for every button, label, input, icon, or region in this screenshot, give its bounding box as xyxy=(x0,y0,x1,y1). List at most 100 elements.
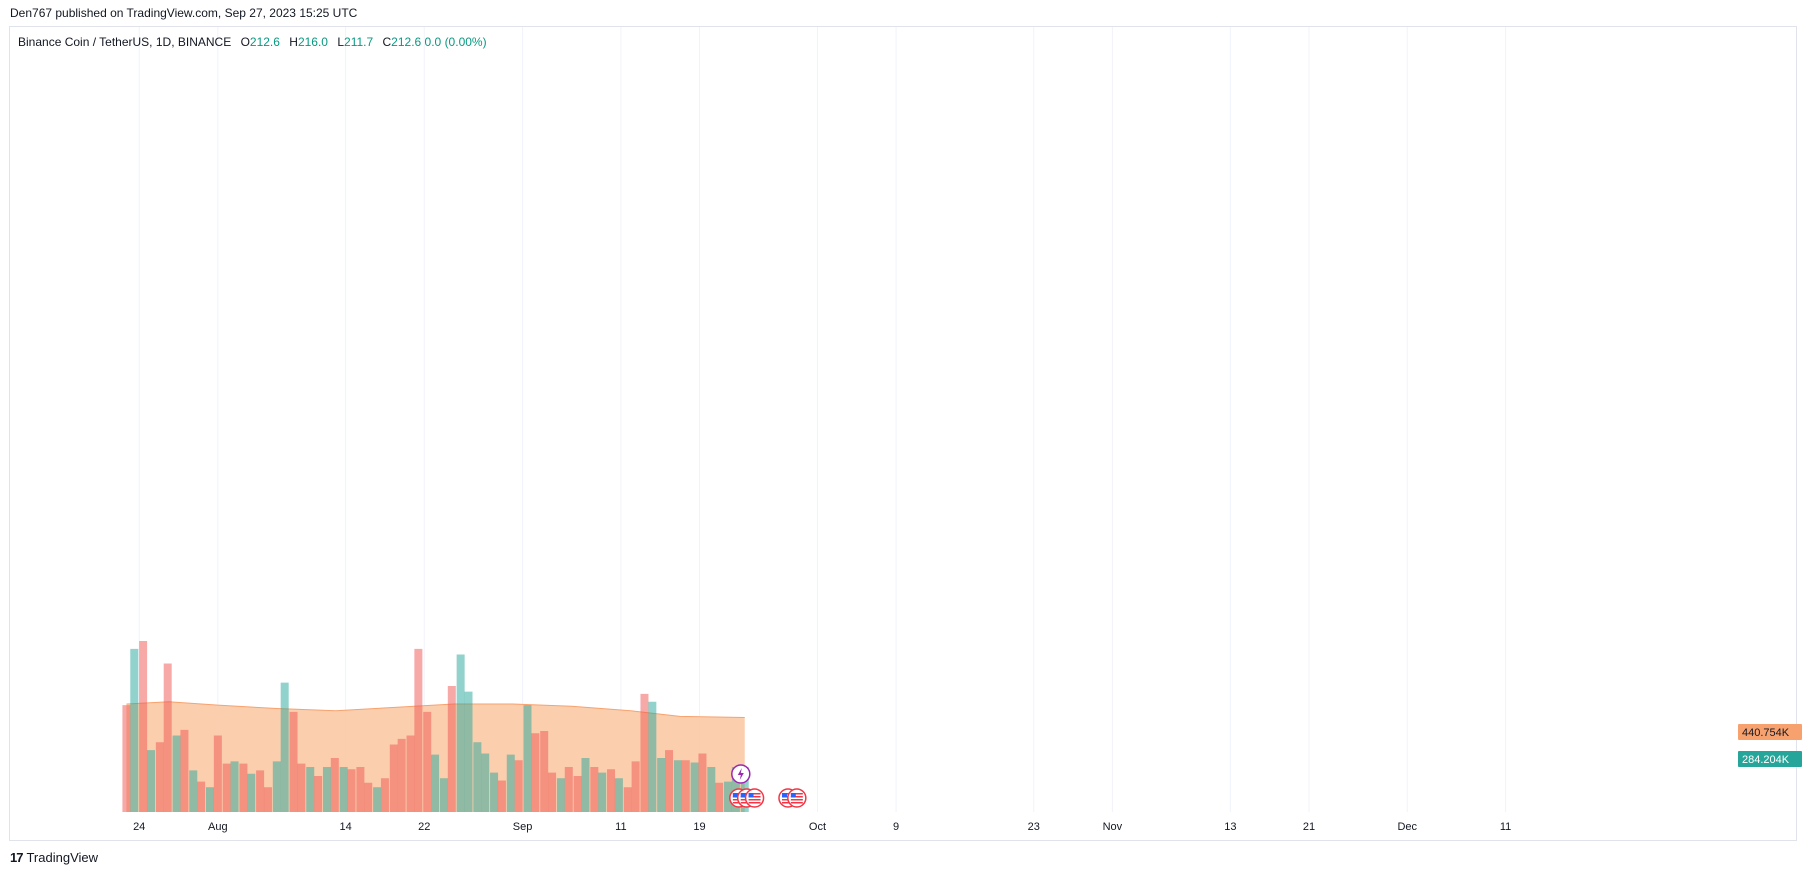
symbol-name: Binance Coin / TetherUS, 1D, BINANCE xyxy=(18,35,232,49)
volume-bar xyxy=(447,686,456,812)
flag-stripe xyxy=(748,802,761,804)
flag-stripe xyxy=(781,793,794,795)
us-flag-icon[interactable] xyxy=(744,788,765,808)
volume-bar xyxy=(648,701,657,812)
volume-bar xyxy=(681,760,690,812)
open-label: O xyxy=(240,35,250,49)
volume-bar xyxy=(481,753,490,812)
volume-bar xyxy=(289,711,298,812)
volume-bar xyxy=(406,735,415,812)
tradingview-brand[interactable]: 17 TradingView xyxy=(10,850,98,865)
close-label: C xyxy=(382,35,392,49)
flag-stripe xyxy=(790,799,803,801)
volume-bar xyxy=(556,778,565,812)
volume-bar xyxy=(724,781,733,812)
volume-bar xyxy=(506,754,515,812)
volume-bar xyxy=(373,787,382,812)
volume-bar xyxy=(263,787,272,812)
flag-canton xyxy=(790,793,796,798)
lightning-bolt xyxy=(737,768,744,780)
volume-bar xyxy=(397,738,406,812)
volume-bar xyxy=(205,787,214,812)
event-icons xyxy=(729,764,807,808)
volume-ma-tag xyxy=(1738,724,1802,740)
volume-bar xyxy=(197,781,206,812)
volume-bar xyxy=(163,663,172,812)
lightning-icon[interactable] xyxy=(731,764,751,784)
volume-bar xyxy=(347,769,356,812)
chart-frame xyxy=(9,26,1797,841)
time-tick-label: Sep xyxy=(513,821,533,833)
volume-ma-line xyxy=(126,701,745,718)
volume-bar xyxy=(548,772,557,812)
volume-bar xyxy=(640,693,649,812)
flag-stripe xyxy=(790,796,803,798)
flag-canton xyxy=(732,793,738,798)
volume-bars xyxy=(122,641,749,812)
volume-bar xyxy=(531,733,540,812)
flag-canton xyxy=(781,793,787,798)
volume-bar xyxy=(180,729,189,812)
volume-bar xyxy=(280,682,289,812)
volume-bar xyxy=(330,758,339,812)
volume-bar xyxy=(657,758,666,812)
volume-bar xyxy=(380,778,389,812)
volume-bar xyxy=(339,767,348,812)
us-flag-icon[interactable] xyxy=(787,788,807,808)
time-tick-label: 23 xyxy=(1028,821,1040,833)
volume-bar xyxy=(230,761,239,812)
brand-name: TradingView xyxy=(26,850,99,865)
volume-bar xyxy=(623,787,632,812)
time-tick-label: 22 xyxy=(418,821,430,833)
volume-bar xyxy=(356,767,365,812)
time-tick-label: 24 xyxy=(133,821,145,833)
volume-bar xyxy=(146,750,155,812)
time-tick-label: 19 xyxy=(693,821,705,833)
low-value: 211.7 xyxy=(344,35,374,49)
volume-bar xyxy=(256,770,265,812)
high-label: H xyxy=(289,35,298,49)
volume-tag xyxy=(1738,751,1802,767)
open-value: 212.6 xyxy=(249,35,280,49)
volume-bar xyxy=(130,648,139,812)
volume-bar xyxy=(581,758,590,812)
time-tick-label: 21 xyxy=(1303,821,1315,833)
high-value: 216.0 xyxy=(297,35,328,49)
volume-bar xyxy=(598,772,607,812)
time-tick-label: 14 xyxy=(340,821,352,833)
volume-bar xyxy=(306,767,315,812)
volume-bar xyxy=(497,780,506,812)
flag-stripe xyxy=(790,793,803,795)
volume-bar xyxy=(189,770,198,812)
flag-circle xyxy=(787,788,807,808)
volume-bar xyxy=(631,761,640,812)
volume-bar xyxy=(389,744,398,812)
tradingview-logo-icon: 17 xyxy=(10,850,24,865)
volume-bar xyxy=(314,776,323,812)
price-axis: 192.0194.0196.0198.0200.0202.0204.0206.0… xyxy=(1738,724,1802,767)
volume-bar xyxy=(673,760,682,812)
volume-bar xyxy=(414,648,423,812)
flag-stripe xyxy=(790,802,803,804)
volume-bar xyxy=(322,767,331,812)
volume-bar xyxy=(523,705,532,812)
volume-bar xyxy=(665,750,674,812)
time-tick-label: 13 xyxy=(1224,821,1236,833)
volume-bar xyxy=(464,691,473,812)
volume-bar xyxy=(490,772,499,812)
volume-bar xyxy=(698,753,707,812)
time-tick-label: 11 xyxy=(1500,821,1511,833)
volume-bar xyxy=(573,776,582,812)
volume-bar xyxy=(607,769,616,812)
volume-bar xyxy=(707,767,716,812)
flag-circle xyxy=(744,788,765,808)
volume-bar xyxy=(431,754,440,812)
volume-bar xyxy=(155,742,164,812)
volume-bar xyxy=(540,731,549,812)
time-tick-label: Oct xyxy=(809,821,826,833)
volume-bar xyxy=(297,763,306,812)
volume-bar xyxy=(514,760,523,812)
flag-canton xyxy=(740,793,746,798)
volume-bar xyxy=(590,767,599,812)
